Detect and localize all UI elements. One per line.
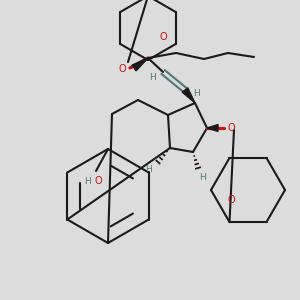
Text: O: O <box>118 64 126 74</box>
Polygon shape <box>207 124 218 131</box>
Text: H: H <box>85 176 92 185</box>
Text: O: O <box>227 195 235 205</box>
Text: O: O <box>227 123 235 133</box>
Text: H: H <box>145 166 152 175</box>
Text: O: O <box>159 32 167 42</box>
Text: H: H <box>194 89 200 98</box>
Text: H: H <box>150 74 156 82</box>
Polygon shape <box>132 58 148 71</box>
Polygon shape <box>182 88 195 103</box>
Text: H: H <box>200 173 206 182</box>
Text: O: O <box>94 176 102 186</box>
